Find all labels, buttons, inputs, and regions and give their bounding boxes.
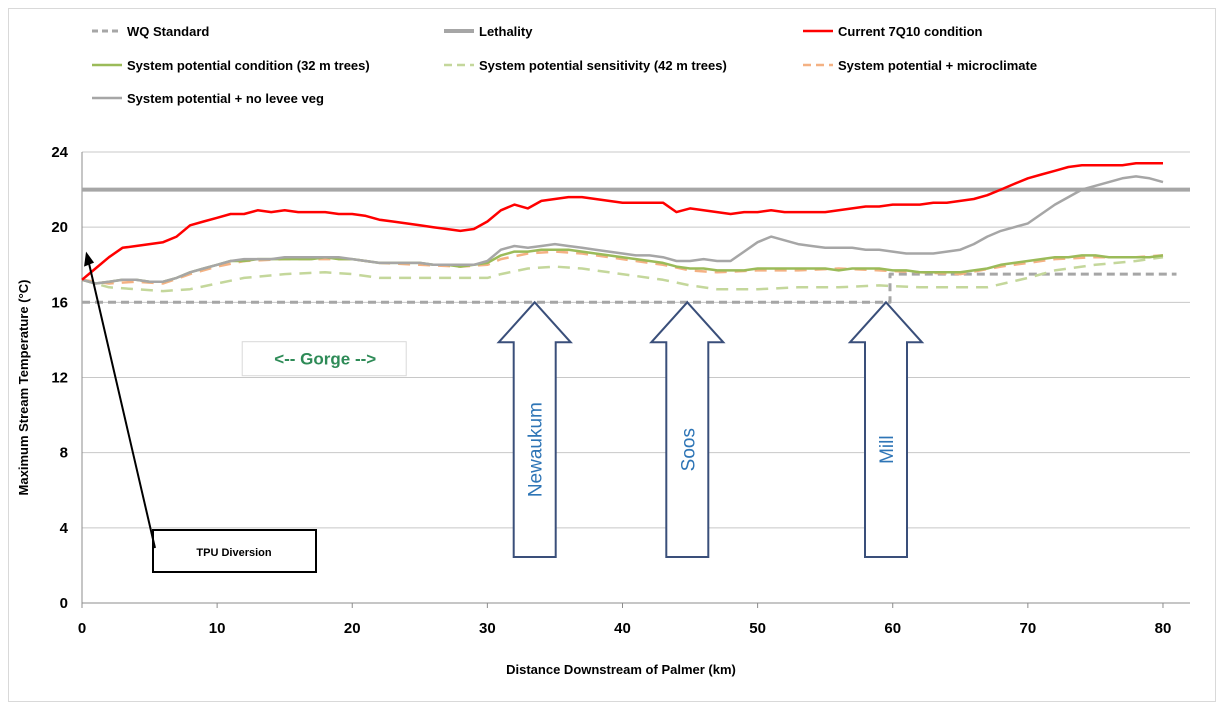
legend-label: System potential condition (32 m trees) [127, 58, 370, 73]
x-tick-label: 20 [344, 620, 361, 637]
legend-label: System potential + microclimate [838, 58, 1037, 73]
x-tick-label: 40 [614, 620, 631, 637]
x-axis-title: Distance Downstream of Palmer (km) [506, 662, 736, 677]
legend-label: Lethality [479, 24, 533, 39]
series-line [82, 272, 1177, 304]
series-line [81, 162, 1163, 281]
legend-entry: System potential + no levee veg [92, 91, 324, 106]
series-line [81, 255, 1164, 293]
legend-label: System potential sensitivity (42 m trees… [479, 58, 727, 73]
y-tick-label: 20 [51, 219, 68, 236]
x-tick-label: 80 [1155, 620, 1172, 637]
x-tick-label: 70 [1020, 620, 1037, 637]
legend-entry: System potential condition (32 m trees) [92, 58, 370, 73]
chart-frame [8, 8, 1216, 702]
legend-entry: Current 7Q10 condition [803, 24, 983, 39]
legend-entry: System potential + microclimate [803, 58, 1037, 73]
y-tick-label: 16 [51, 294, 68, 311]
series-line [81, 250, 1164, 285]
tributary-arrow [496, 300, 573, 558]
legend-label: WQ Standard [127, 24, 209, 39]
annotation-label: Soos [678, 428, 699, 471]
annotation-label: TPU Diversion [196, 547, 271, 559]
legend-entry: System potential sensitivity (42 m trees… [444, 58, 727, 73]
y-axis-title: Maximum Stream Temperature (°C) [16, 280, 31, 496]
y-tick-label: 0 [60, 595, 68, 612]
annotation-arrow-line [88, 263, 156, 549]
annotation-box [241, 341, 407, 377]
x-tick-label: 0 [78, 620, 86, 637]
legend-entry: WQ Standard [92, 24, 209, 39]
x-tick-label: 60 [884, 620, 901, 637]
y-tick-label: 12 [51, 370, 68, 387]
annotation-label: <-- Gorge --> [274, 350, 376, 369]
x-tick-label: 50 [749, 620, 766, 637]
annotation-box [152, 529, 317, 573]
annotation-label: Mill [877, 435, 898, 464]
annotation-arrowhead [84, 251, 95, 267]
legend-entry: Lethality [444, 24, 533, 39]
tributary-arrow [649, 300, 726, 558]
tributary-arrow [847, 300, 925, 558]
y-tick-label: 8 [60, 445, 68, 462]
series-line [81, 175, 1164, 285]
annotation-label: Newaukum [526, 402, 547, 497]
legend-label: Current 7Q10 condition [838, 24, 983, 39]
x-tick-label: 30 [479, 620, 496, 637]
y-tick-label: 4 [60, 520, 69, 537]
legend-label: System potential + no levee veg [127, 91, 324, 106]
y-tick-label: 24 [51, 144, 68, 161]
x-tick-label: 10 [209, 620, 226, 637]
